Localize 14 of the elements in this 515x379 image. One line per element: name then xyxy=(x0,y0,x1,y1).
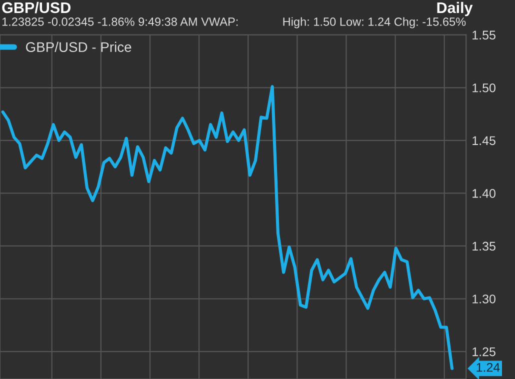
y-tick-label: 1.50 xyxy=(472,83,496,92)
legend-label: GBP/USD - Price xyxy=(26,42,132,52)
y-tick-label: 1.25 xyxy=(472,347,496,356)
chart-subtitle: 1.23825 -0.02345 -1.86% 9:49:38 AM VWAP: xyxy=(2,18,238,26)
y-tick-label: 1.55 xyxy=(472,30,496,40)
chart-title: GBP/USD xyxy=(2,2,71,14)
y-tick-label: 1.30 xyxy=(472,294,496,304)
text: 1.24 xyxy=(476,362,500,372)
text: Daily xyxy=(437,2,473,16)
y-tick-label: 1.45 xyxy=(472,136,496,146)
text: High: 1.50 Low: 1.24 Chg: -15.65% xyxy=(283,17,466,28)
y-tick-label: 1.40 xyxy=(472,189,496,198)
y-tick-label: 1.35 xyxy=(472,242,496,251)
line-series xyxy=(1,85,454,370)
